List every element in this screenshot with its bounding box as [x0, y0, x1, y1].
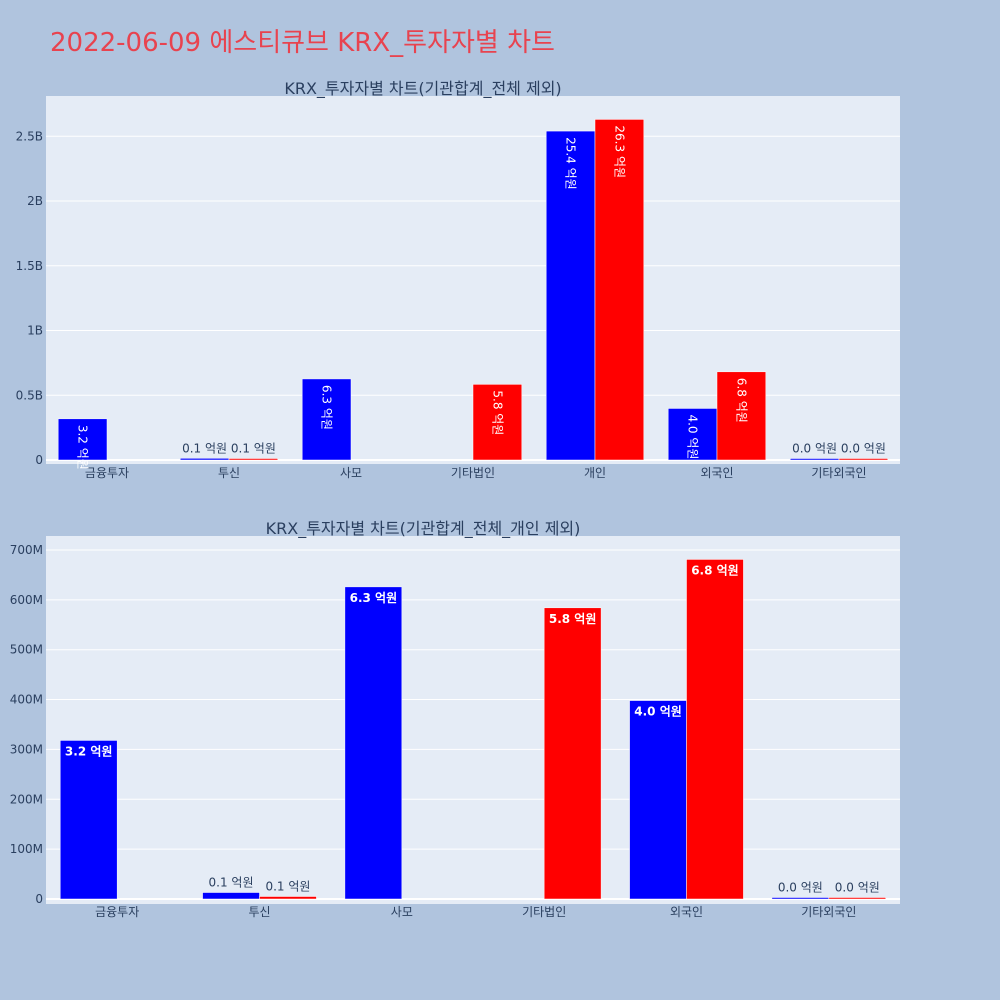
y-tick-label: 2.5B [16, 129, 43, 143]
x-tick-label: 사모 [340, 466, 362, 480]
bar [594, 119, 645, 461]
y-tick-label: 200M [10, 792, 43, 806]
bar [472, 384, 523, 461]
x-tick-label: 사모 [391, 905, 413, 919]
bar [57, 418, 108, 461]
data-label: 0.0 억원 [835, 881, 880, 895]
y-tick-label: 1B [27, 324, 43, 338]
x-tick-label: 개인 [584, 466, 606, 480]
plot-area [46, 536, 900, 904]
y-tick-label: 0 [35, 892, 43, 906]
data-label: 6.8 억원 [691, 563, 739, 577]
data-label: 6.3 억원 [320, 385, 334, 430]
data-label: 6.8 억원 [734, 378, 748, 423]
y-tick-label: 600M [10, 593, 43, 607]
bar [59, 740, 118, 900]
data-label: 4.0 억원 [634, 705, 682, 719]
bar [838, 458, 889, 461]
data-label: 5.8 억원 [490, 390, 504, 435]
x-tick-label: 기타외국인 [811, 466, 866, 480]
x-tick-label: 금융투자 [95, 905, 139, 919]
x-tick-label: 금융투자 [85, 466, 129, 480]
data-label: 5.8 억원 [549, 612, 597, 626]
x-tick-label: 외국인 [670, 905, 703, 919]
bar [828, 897, 887, 900]
data-label: 3.2 억원 [65, 744, 113, 758]
data-label: 0.1 억원 [182, 441, 227, 455]
y-tick-label: 400M [10, 693, 43, 707]
bar [228, 458, 279, 461]
chart-title: KRX_투자자별 차트(기관합계_전체_개인 제외) [266, 519, 581, 539]
data-label: 0.1 억원 [231, 442, 276, 456]
x-tick-label: 기타법인 [522, 905, 566, 919]
bar [202, 892, 260, 900]
y-tick-label: 500M [10, 643, 43, 657]
y-tick-label: 0.5B [16, 388, 43, 402]
x-tick-label: 외국인 [700, 466, 733, 480]
bar [716, 371, 767, 461]
bar [667, 408, 718, 461]
data-label: 26.3 억원 [612, 125, 626, 178]
y-tick-label: 100M [10, 842, 43, 856]
bar [771, 897, 830, 900]
bar [545, 130, 596, 461]
y-tick-label: 300M [10, 742, 43, 756]
data-label: 0.1 억원 [209, 876, 254, 890]
x-tick-label: 기타법인 [451, 466, 495, 480]
data-label: 4.0 억원 [686, 414, 700, 459]
y-tick-label: 2B [27, 194, 43, 208]
bar [301, 378, 352, 461]
x-tick-label: 기타외국인 [801, 905, 856, 919]
data-label: 0.0 억원 [778, 881, 823, 895]
data-label: 25.4 억원 [564, 137, 578, 190]
y-tick-label: 0 [35, 453, 43, 467]
chart-top: 0 0.5B 1B 1.5B 2B 2.5B KRX_투자자별 차트(기관합계_전체 제외)… [16, 79, 900, 480]
x-tick-label: 투신 [248, 905, 270, 919]
y-tick-label: 1.5B [16, 259, 43, 273]
bar [789, 458, 840, 461]
chart-bottom: 0 100M 200M 300M 400M 500M 600M 700M KRX_투자자별 차트… [10, 519, 900, 919]
bar [543, 607, 602, 900]
y-tick-label: 700M [10, 543, 43, 557]
data-label: 0.0 억원 [792, 442, 837, 456]
x-tick-label: 투신 [218, 466, 240, 480]
bar [179, 458, 230, 461]
bar [686, 559, 744, 900]
data-label: 3.2 억원 [76, 425, 90, 470]
bar [629, 700, 687, 900]
page-title: 2022-06-09 에스티큐브 KRX_투자자별 차트 [50, 28, 555, 58]
data-label: 0.0 억원 [841, 442, 886, 456]
data-label: 6.3 억원 [350, 591, 398, 605]
data-label: 0.1 억원 [265, 880, 310, 894]
bar [259, 896, 317, 900]
bar [344, 586, 403, 900]
chart-title: KRX_투자자별 차트(기관합계_전체 제외) [284, 79, 561, 99]
